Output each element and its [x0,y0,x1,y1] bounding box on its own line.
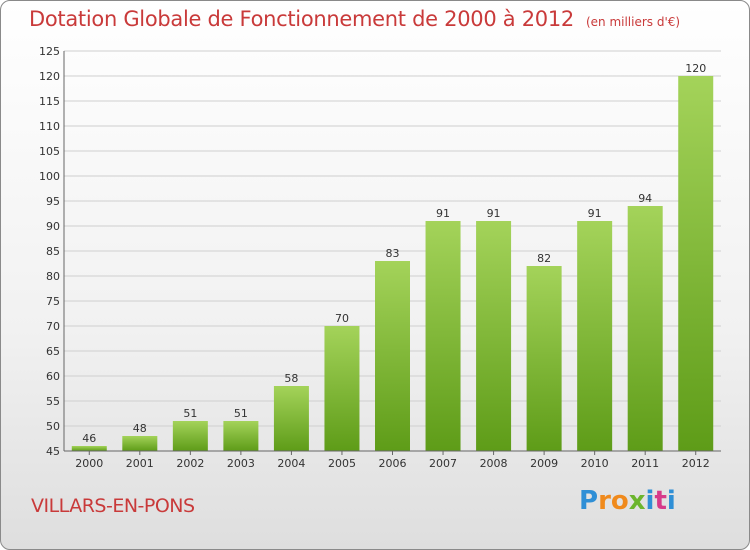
bar-2004 [273,386,309,451]
x-tick-label-2012: 2012 [682,457,710,470]
y-tick-label: 95 [46,195,60,208]
bar-2005 [324,326,360,451]
y-tick-label: 115 [39,95,60,108]
bar-2006 [375,261,410,451]
y-tick-label: 125 [39,45,60,58]
bars: 46 48 51 51 58 70 83 91 91 82 91 94 120 [71,62,714,451]
y-tick-label: 85 [46,245,60,258]
bar-2010 [577,221,613,451]
bar-2012 [678,76,714,451]
x-tick-label-2003: 2003 [227,457,255,470]
value-label-2008: 91 [487,207,501,220]
y-tick-label: 75 [46,295,60,308]
y-tick-label: 100 [39,170,60,183]
y-tick-label: 120 [39,70,60,83]
x-tick-label-2006: 2006 [379,457,407,470]
bar-2000 [71,446,107,451]
logo-letter: x [628,486,646,516]
proxiti-logo: Proxiti [579,486,676,516]
x-tick-label-2005: 2005 [328,457,356,470]
y-tick-label: 50 [46,420,60,433]
x-tick-label-2007: 2007 [429,457,457,470]
city-name: VILLARS-EN-PONS [31,495,195,517]
value-label-2005: 70 [335,312,349,325]
value-label-2002: 51 [183,407,197,420]
value-label-2007: 91 [436,207,450,220]
bar-2009 [526,266,562,451]
y-tick-label: 70 [46,320,60,333]
bar-2001 [122,436,158,451]
bar-2007 [425,221,461,451]
y-tick-label: 105 [39,145,60,158]
x-tick-label-2000: 2000 [75,457,103,470]
x-tick-label-2002: 2002 [176,457,204,470]
title-text: Dotation Globale de Fonctionnement de 20… [29,7,574,31]
y-tick-label: 110 [39,120,60,133]
bar-2008 [476,221,512,451]
bar-2011 [627,206,663,451]
y-tick-label: 60 [46,370,60,383]
unit-note: (en milliers d'€) [585,15,681,29]
value-label-2010: 91 [588,207,602,220]
logo-letter: P [579,486,599,516]
x-tick-label-2008: 2008 [480,457,508,470]
logo-letter: i [645,486,655,516]
y-tick-label: 65 [46,345,60,358]
axes: 45 50 55 60 65 70 75 80 85 90 95 100 105 110 115 120 125… [39,45,721,470]
value-label-2009: 82 [537,252,551,265]
x-tick-label-2001: 2001 [126,457,154,470]
logo-letter: r [598,486,611,516]
y-tick-label: 80 [46,270,60,283]
y-tick-label: 90 [46,220,60,233]
logo-letter: t [654,486,667,516]
x-tick-label-2011: 2011 [631,457,659,470]
value-label-2001: 48 [133,422,147,435]
value-label-2012: 120 [685,62,706,75]
x-tick-label-2010: 2010 [581,457,609,470]
value-label-2004: 58 [284,372,298,385]
chart-title: Dotation Globale de Fonctionnement de 20… [29,7,680,31]
bar-2003 [223,421,259,451]
x-tick-label-2004: 2004 [277,457,305,470]
y-tick-label: 45 [46,445,60,458]
value-label-2000: 46 [82,432,96,445]
value-label-2003: 51 [234,407,248,420]
x-tick-label-2009: 2009 [530,457,558,470]
bar-2002 [172,421,208,451]
logo-letter: o [610,486,629,516]
y-tick-label: 55 [46,395,60,408]
value-label-2006: 83 [386,247,400,260]
logo-letter: i [666,486,676,516]
value-label-2011: 94 [638,192,652,205]
